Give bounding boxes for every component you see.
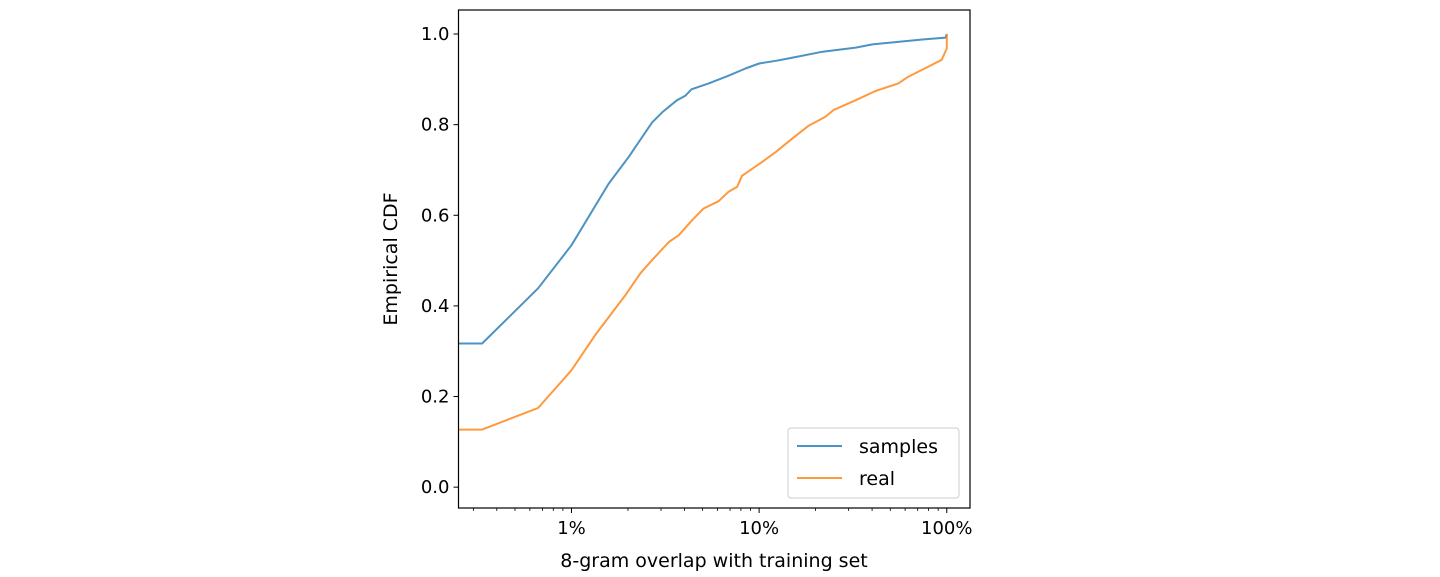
legend: samples real (787, 427, 960, 499)
x-tick-label: 1% (557, 518, 586, 539)
y-tick-label: 0.2 (421, 387, 450, 408)
y-tick-label: 0.4 (421, 296, 450, 317)
axes-frame (457, 9, 971, 509)
y-axis-label: Empirical CDF (380, 192, 402, 325)
y-tick-label: 0.8 (421, 115, 450, 136)
y-tick-label: 1.0 (421, 24, 450, 45)
x-axis-label: 8-gram overlap with training set (560, 550, 867, 572)
y-tick-label: 0.6 (421, 205, 450, 226)
series-layer (458, 33, 948, 431)
series-line-real (458, 34, 948, 431)
legend-label-real: real (859, 468, 895, 490)
x-tick-label: 100% (921, 518, 972, 539)
series-line-samples (458, 33, 948, 345)
x-tick-label: 10% (739, 518, 779, 539)
ticks-layer: 0.0 0.2 0.4 0.6 0.8 1.0 1% 10% 100% (421, 24, 973, 539)
legend-label-samples: samples (859, 436, 938, 458)
y-tick-label: 0.0 (421, 477, 450, 498)
